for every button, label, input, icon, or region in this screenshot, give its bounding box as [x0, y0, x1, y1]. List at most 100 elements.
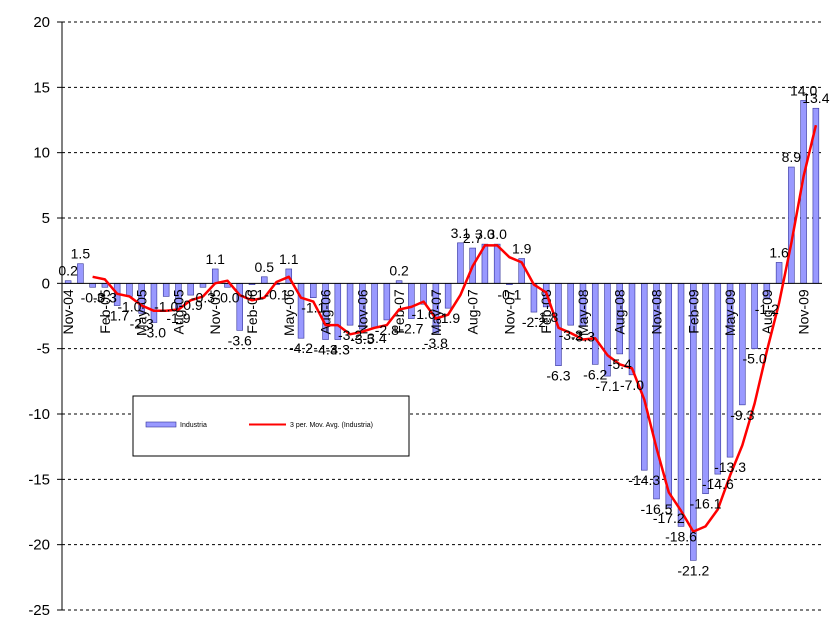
- data-label: 1.5: [71, 246, 91, 262]
- data-label: -7.1: [595, 378, 619, 394]
- data-label: -0.3: [191, 289, 215, 305]
- data-label: -2.8: [375, 322, 399, 338]
- data-label: 0.5: [255, 259, 275, 275]
- legend-box: [132, 395, 410, 457]
- data-label: -1.7: [105, 308, 129, 324]
- data-label: -9.3: [730, 407, 754, 423]
- data-label: -3.4: [363, 330, 387, 346]
- bar: [530, 283, 538, 313]
- data-label: -5.0: [743, 351, 767, 367]
- y-tick-label: 20: [33, 14, 50, 31]
- bar: [101, 283, 109, 288]
- data-label: 3.1: [451, 225, 471, 241]
- data-label: -1.2: [755, 301, 779, 317]
- data-label: -5.4: [608, 356, 632, 372]
- data-label: -0.1: [264, 287, 288, 303]
- bar: [775, 262, 783, 284]
- x-tick-label: Nov-05: [207, 289, 223, 334]
- data-label: 0.2: [389, 263, 409, 279]
- data-label: -17.2: [653, 510, 685, 526]
- data-label: -16.5: [641, 501, 673, 517]
- bar: [457, 242, 464, 284]
- data-label: -0.1: [497, 287, 521, 303]
- x-tick-label: Aug-07: [465, 289, 481, 334]
- data-label: -14.6: [702, 476, 734, 492]
- x-tick-label: May-05: [134, 289, 150, 336]
- gridlines: [62, 21, 822, 611]
- y-tick-label: -10: [28, 406, 50, 423]
- data-label: 1.6: [769, 244, 789, 260]
- data-label: -0.9: [179, 297, 203, 313]
- x-tick-label: Aug-06: [318, 289, 334, 334]
- moving-average-line: [92, 124, 818, 533]
- data-label: 1.1: [279, 251, 299, 267]
- x-tick-label: Feb-05: [97, 289, 113, 334]
- y-tick-label: 5: [42, 210, 50, 227]
- data-label: -1.6: [412, 306, 436, 322]
- x-tick-label: May-09: [722, 289, 738, 336]
- data-label: 13.4: [802, 90, 829, 106]
- bar: [346, 283, 354, 326]
- legend-label-industria: Industria: [180, 422, 207, 429]
- data-label: -18.6: [665, 528, 697, 544]
- data-label: -0.3: [81, 289, 105, 305]
- data-label: -6.2: [583, 366, 607, 382]
- x-tick-label: May-07: [428, 289, 444, 336]
- data-label: -0.3: [93, 289, 117, 305]
- x-tick-label: Aug-08: [612, 289, 628, 334]
- data-label: -3.3: [571, 328, 595, 344]
- data-label: -6.3: [546, 368, 570, 384]
- bar: [665, 283, 673, 509]
- data-label: -1.0: [117, 298, 141, 314]
- legend-label-moving-avg: 3 per. Mov. Avg. (Industria): [290, 422, 373, 429]
- bar: [714, 283, 722, 475]
- data-label: -3.5: [350, 331, 374, 347]
- y-axis: 20 15 10 5 0 -5 -10 -15 -20 -25: [28, 14, 63, 619]
- data-label: -3.2: [559, 327, 583, 343]
- data-label: -21.2: [677, 562, 709, 578]
- data-label: -1.0: [154, 298, 178, 314]
- y-tick-label: 10: [33, 145, 50, 162]
- x-axis-labels: Nov-04 Feb-05 May-05 Aug-05 Nov-05 Feb-06 May-…: [60, 289, 811, 336]
- bar: [126, 283, 133, 297]
- moving-average-series: [92, 124, 818, 533]
- y-tick-label: -15: [28, 471, 50, 488]
- data-label: -1.1: [301, 300, 325, 316]
- data-label: -7.0: [620, 377, 644, 393]
- bar: [199, 283, 207, 288]
- data-labels: 0.21.5-0.3-0.3-1.7-1.0-2.3-3.0-1.0-1.9-0…: [58, 82, 829, 578]
- data-label: -3.2: [338, 327, 362, 343]
- data-label: -3.8: [424, 335, 448, 351]
- data-label: -1.8: [534, 309, 558, 325]
- x-tick-label: Nov-07: [501, 289, 517, 334]
- x-tick-label: Nov-09: [796, 289, 812, 334]
- bar: [702, 283, 709, 495]
- x-tick-label: Nov-06: [354, 289, 370, 334]
- x-tick-label: Aug-09: [759, 289, 775, 334]
- x-tick-label: Nov-04: [60, 289, 76, 334]
- x-tick-label: Nov-08: [649, 289, 665, 334]
- y-tick-label: 15: [33, 79, 50, 96]
- data-label: 1.1: [205, 251, 225, 267]
- data-label: -4.3: [313, 342, 337, 358]
- data-label: 3.0: [487, 226, 507, 242]
- data-label: -16.1: [690, 496, 722, 512]
- legend: Industria 3 per. Mov. Avg. (Industria): [132, 395, 410, 457]
- y-tick-label: -25: [28, 602, 50, 619]
- data-label: -13.3: [714, 459, 746, 475]
- data-label: -3.6: [228, 332, 252, 348]
- bar: [162, 283, 170, 297]
- data-label: -4.2: [289, 340, 313, 356]
- data-label: -4.3: [326, 342, 350, 358]
- data-label: -0.0: [215, 289, 239, 305]
- bar: [567, 283, 574, 326]
- data-label: 14.0: [790, 82, 817, 98]
- data-label: 2.7: [463, 230, 483, 246]
- data-label: -2.3: [130, 315, 154, 331]
- x-tick-label: Aug-05: [170, 289, 186, 334]
- bar: [493, 243, 501, 284]
- bar: [211, 268, 219, 284]
- bar: [310, 283, 317, 299]
- bar: [89, 283, 96, 288]
